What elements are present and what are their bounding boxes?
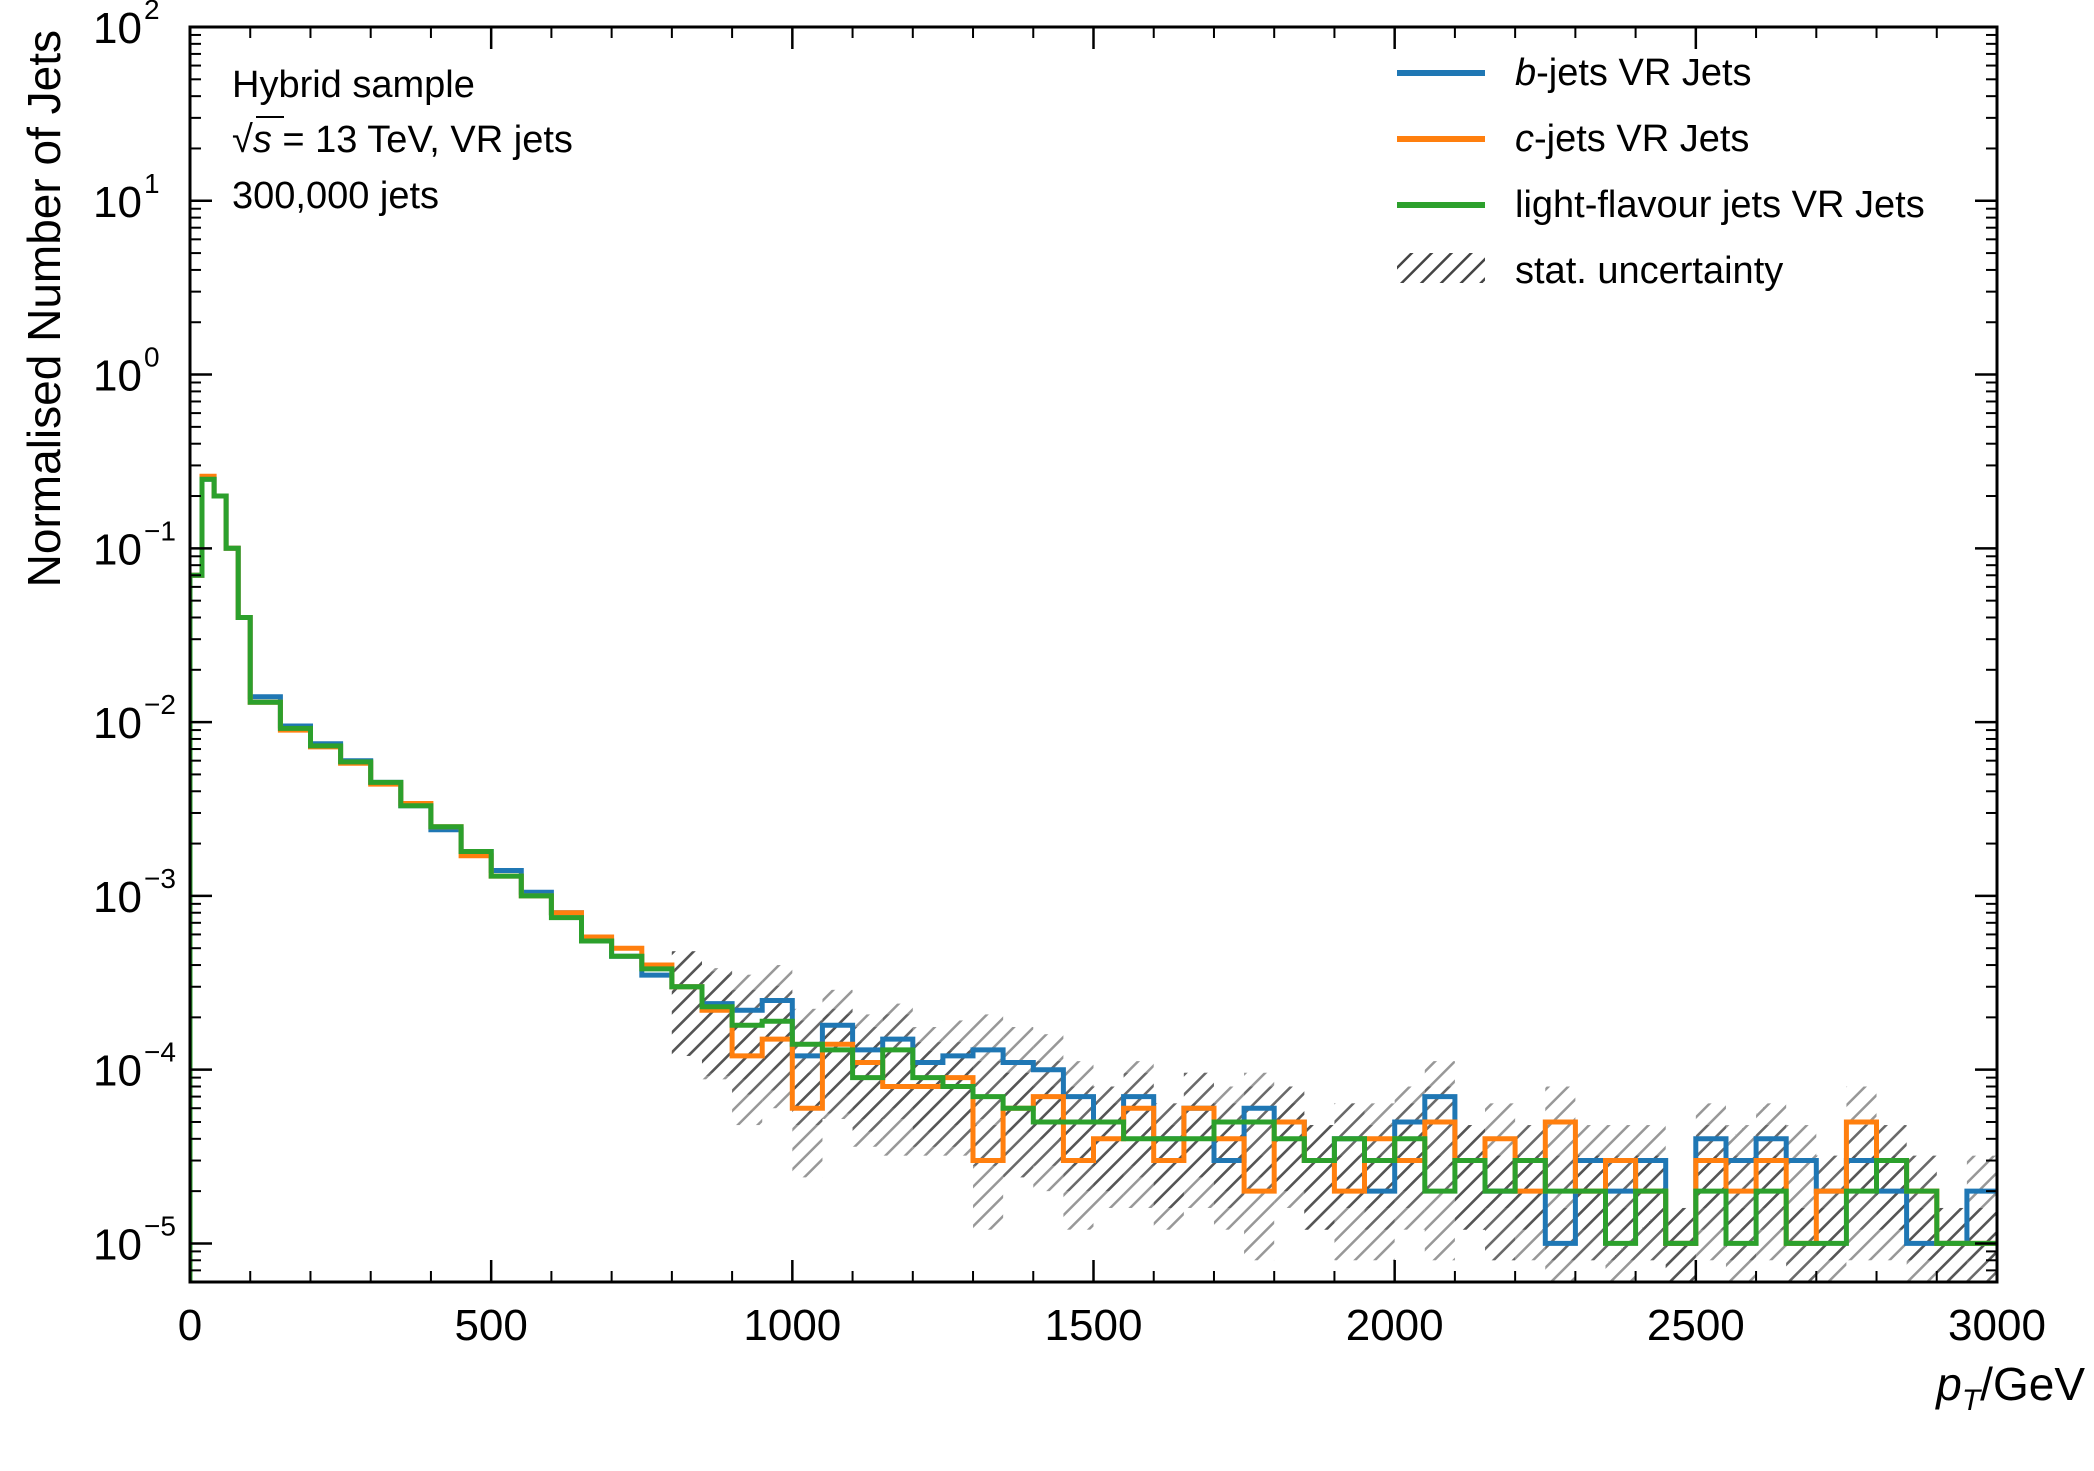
y-axis-label: Normalised Number of Jets bbox=[18, 30, 70, 587]
uncertainty-band bbox=[1485, 1155, 1516, 1261]
legend-hatch-swatch bbox=[1397, 253, 1485, 283]
uncertainty-band bbox=[822, 1014, 853, 1120]
uncertainty-band bbox=[671, 951, 702, 1056]
uncertainty-band bbox=[1183, 1103, 1214, 1208]
y-tick-exponent: 1 bbox=[144, 168, 160, 199]
uncertainty-band bbox=[1033, 1086, 1064, 1192]
x-tick-label: 2000 bbox=[1346, 1301, 1444, 1350]
uncertainty-band bbox=[1274, 1103, 1305, 1208]
y-tick-exponent: 2 bbox=[144, 0, 160, 25]
y-tick-exponent: −3 bbox=[144, 863, 176, 894]
x-tick-label: 1500 bbox=[1045, 1301, 1143, 1350]
uncertainty-band bbox=[1756, 1155, 1787, 1261]
y-tick-exponent: 0 bbox=[144, 342, 160, 373]
uncertainty-band bbox=[1394, 1103, 1425, 1208]
y-tick-label: 10 bbox=[93, 1220, 142, 1269]
x-tick-label: 3000 bbox=[1948, 1301, 2046, 1350]
uncertainty-band bbox=[1153, 1103, 1184, 1208]
y-tick-exponent: −2 bbox=[144, 689, 176, 720]
x-tick-label: 500 bbox=[454, 1301, 527, 1350]
annotation-jet-count: 300,000 jets bbox=[232, 175, 439, 217]
annotation-energy: √s = 13 TeV, VR jets bbox=[232, 119, 573, 161]
legend-entry: stat. uncertainty bbox=[1515, 250, 1783, 292]
uncertainty-band bbox=[973, 1061, 1004, 1166]
legend-entry: b-jets VR Jets bbox=[1515, 52, 1752, 94]
uncertainty-band bbox=[1123, 1103, 1154, 1208]
uncertainty-band bbox=[1635, 1155, 1666, 1261]
uncertainty-band bbox=[942, 1051, 974, 1156]
uncertainty-band bbox=[1063, 1086, 1094, 1192]
uncertainty-band bbox=[701, 971, 733, 1076]
uncertainty-band bbox=[1003, 1072, 1034, 1178]
uncertainty-band bbox=[1304, 1125, 1335, 1230]
uncertainty-band bbox=[852, 1042, 883, 1147]
x-tick-label: 1000 bbox=[743, 1301, 841, 1350]
uncertainty-band bbox=[1575, 1155, 1606, 1261]
uncertainty-band bbox=[1454, 1125, 1486, 1230]
uncertainty-band bbox=[1876, 1125, 1907, 1230]
series-layer bbox=[190, 473, 1997, 1282]
y-tick-label: 10 bbox=[93, 699, 142, 748]
y-tick-label: 10 bbox=[93, 178, 142, 227]
uncertainty-band bbox=[1244, 1086, 1275, 1192]
y-tick-exponent: −4 bbox=[144, 1037, 176, 1068]
uncertainty-band bbox=[1424, 1155, 1455, 1261]
y-tick-exponent: −5 bbox=[144, 1210, 176, 1241]
y-tick-label: 10 bbox=[93, 873, 142, 922]
uncertainty-bands bbox=[671, 951, 1997, 1282]
legend-entry: c-jets VR Jets bbox=[1515, 118, 1749, 160]
annotation-block: Hybrid sample √s = 13 TeV, VR jets 300,0… bbox=[232, 64, 573, 217]
uncertainty-band bbox=[1364, 1125, 1395, 1230]
uncertainty-band bbox=[1515, 1125, 1546, 1230]
annotation-sample: Hybrid sample bbox=[232, 64, 475, 106]
series-line-light-jets bbox=[190, 476, 1997, 1282]
y-tick-label: 10 bbox=[93, 1047, 142, 1096]
y-tick-exponent: −1 bbox=[144, 515, 176, 546]
uncertainty-band bbox=[1846, 1155, 1877, 1261]
x-tick-label: 2500 bbox=[1647, 1301, 1745, 1350]
x-axis: 0 500 1000 1500 2000 2500 3000 bbox=[178, 27, 2046, 1350]
legend-entry: light-flavour jets VR Jets bbox=[1515, 184, 1925, 226]
uncertainty-band bbox=[1695, 1155, 1726, 1261]
x-tick-label: 0 bbox=[178, 1301, 202, 1350]
y-tick-label: 10 bbox=[93, 525, 142, 574]
uncertainty-band bbox=[882, 1014, 913, 1120]
uncertainty-band bbox=[792, 1008, 823, 1114]
y-tick-label: 10 bbox=[93, 4, 142, 53]
x-axis-label: pT/GeV bbox=[1934, 1358, 2085, 1417]
plot-frame bbox=[188, 25, 1999, 1284]
y-tick-label: 10 bbox=[93, 352, 142, 401]
legend: b-jets VR Jets c-jets VR Jets light-flavou… bbox=[1397, 52, 1925, 292]
uncertainty-band bbox=[732, 989, 763, 1095]
uncertainty-band bbox=[912, 1042, 943, 1147]
